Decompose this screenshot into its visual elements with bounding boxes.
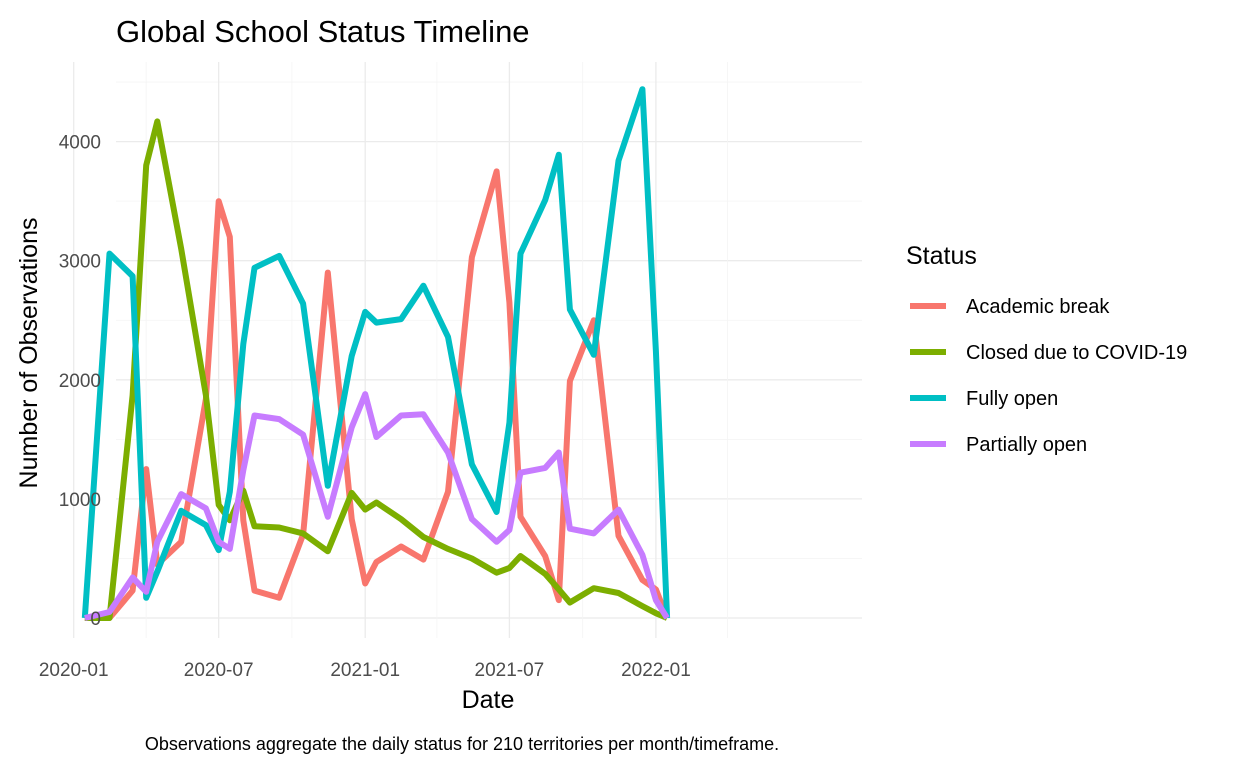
series-line-fully-open (81, 86, 671, 619)
series-line-closed-due-to-covid-19 (84, 118, 669, 621)
series-line-partially-open (84, 391, 670, 621)
legend-label-closed-due-to-covid-19: Closed due to COVID-19 (966, 342, 1187, 364)
legend-label-academic-break: Academic break (966, 296, 1110, 318)
y-axis-title: Number of Observations (15, 218, 43, 489)
x-tick-label: 2020-07 (184, 660, 254, 681)
y-tick-label: 3000 (59, 252, 101, 273)
legend-label-fully-open: Fully open (966, 388, 1058, 410)
chart-caption: Observations aggregate the daily status … (145, 734, 779, 754)
chart-title: Global School Status Timeline (116, 14, 530, 49)
legend-title: Status (906, 242, 977, 270)
y-tick-label: 0 (90, 609, 101, 630)
legend: Status Academic break Closed due to COVID… (906, 242, 1187, 456)
x-axis-title: Date (462, 686, 515, 714)
x-tick-label: 2021-01 (330, 660, 400, 681)
x-axis-ticks: 2020-01 2020-07 2021-01 2021-07 2022-01 (39, 660, 691, 681)
series-lines (81, 86, 671, 621)
y-tick-label: 4000 (59, 133, 101, 154)
x-tick-label: 2021-07 (475, 660, 545, 681)
series-line-academic-break (84, 168, 670, 621)
y-tick-label: 2000 (59, 371, 101, 392)
legend-items: Academic break Closed due to COVID-19 Full… (910, 296, 1187, 456)
y-axis-ticks: 0 1000 2000 3000 4000 (59, 133, 101, 630)
y-tick-label: 1000 (59, 490, 101, 511)
grid (73, 62, 862, 638)
x-tick-label: 2022-01 (621, 660, 691, 681)
x-tick-label: 2020-01 (39, 660, 109, 681)
legend-label-partially-open: Partially open (966, 434, 1087, 456)
